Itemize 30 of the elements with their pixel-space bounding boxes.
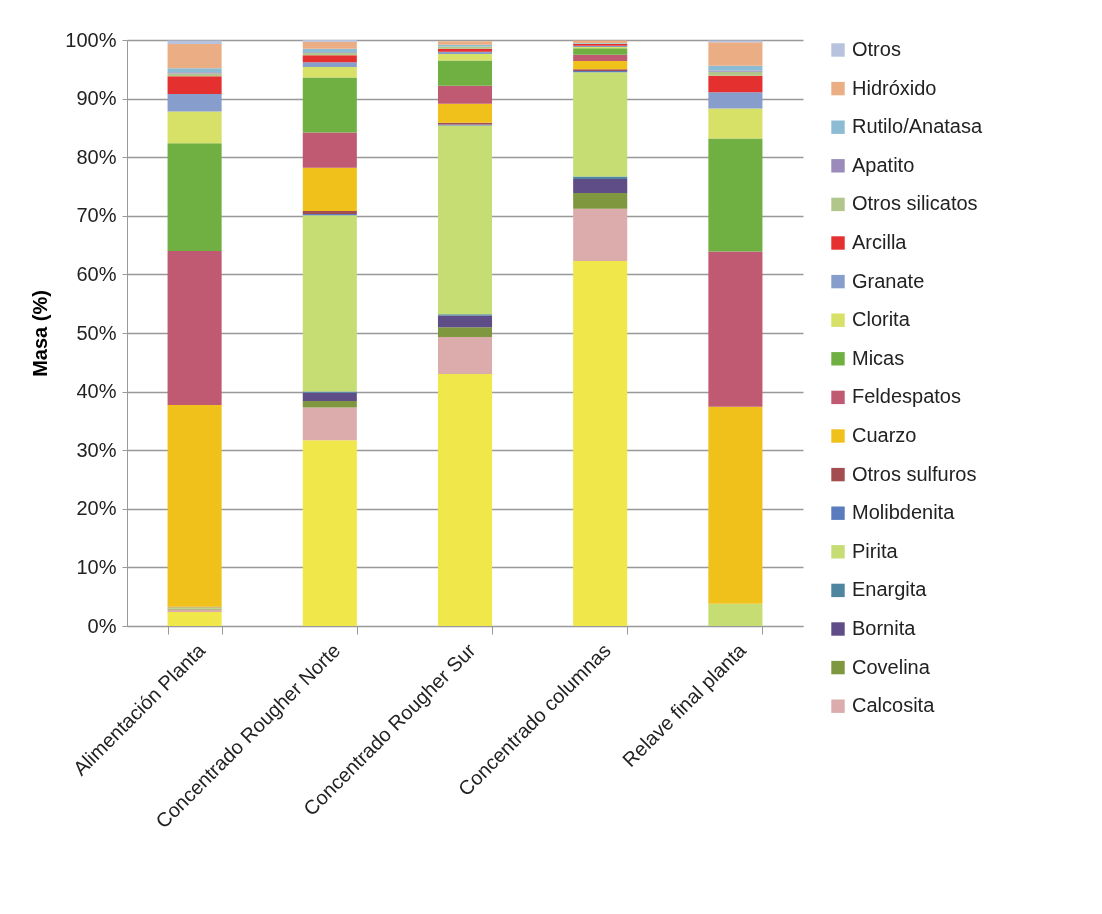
legend-label: Hidróxido xyxy=(852,76,937,99)
y-tick-label: 80% xyxy=(76,145,117,168)
legend-label: Molibdenita xyxy=(852,501,956,524)
y-tick-label: 50% xyxy=(76,321,117,344)
y-tick-label: 10% xyxy=(76,555,117,578)
legend-label: Clorita xyxy=(852,308,911,331)
y-tick-label: 20% xyxy=(76,497,117,520)
legend-label: Otros silicatos xyxy=(852,192,978,215)
y-tick-label: 100% xyxy=(65,28,117,51)
legend-label: Micas xyxy=(852,346,905,369)
legend-label: Apatito xyxy=(852,153,915,176)
y-tick-label: 40% xyxy=(76,380,117,403)
legend-label: Cuarzo xyxy=(852,424,917,446)
legend-label: Pirita xyxy=(852,539,899,562)
legend-label: Calcosita xyxy=(852,694,936,717)
legend-label: Rutilo/Anatasa xyxy=(852,115,983,138)
y-tick-label: 60% xyxy=(76,262,117,285)
y-tick-label: 90% xyxy=(76,87,117,110)
legend-label: Otros xyxy=(852,38,901,60)
legend-label: Otros sulfuros xyxy=(852,462,977,485)
y-tick-label: 70% xyxy=(76,204,117,227)
y-tick-label: 30% xyxy=(76,438,117,461)
legend-label: Feldespatos xyxy=(852,385,961,408)
legend-label: Covelina xyxy=(852,655,931,678)
legend-label: Enargita xyxy=(852,578,928,601)
legend-label: Bornita xyxy=(852,617,917,639)
y-axis-title: Masa (%) xyxy=(29,290,52,377)
legend-label: Granate xyxy=(852,269,925,292)
legend-label: Arcilla xyxy=(852,231,908,253)
y-tick-label: 0% xyxy=(87,614,117,637)
